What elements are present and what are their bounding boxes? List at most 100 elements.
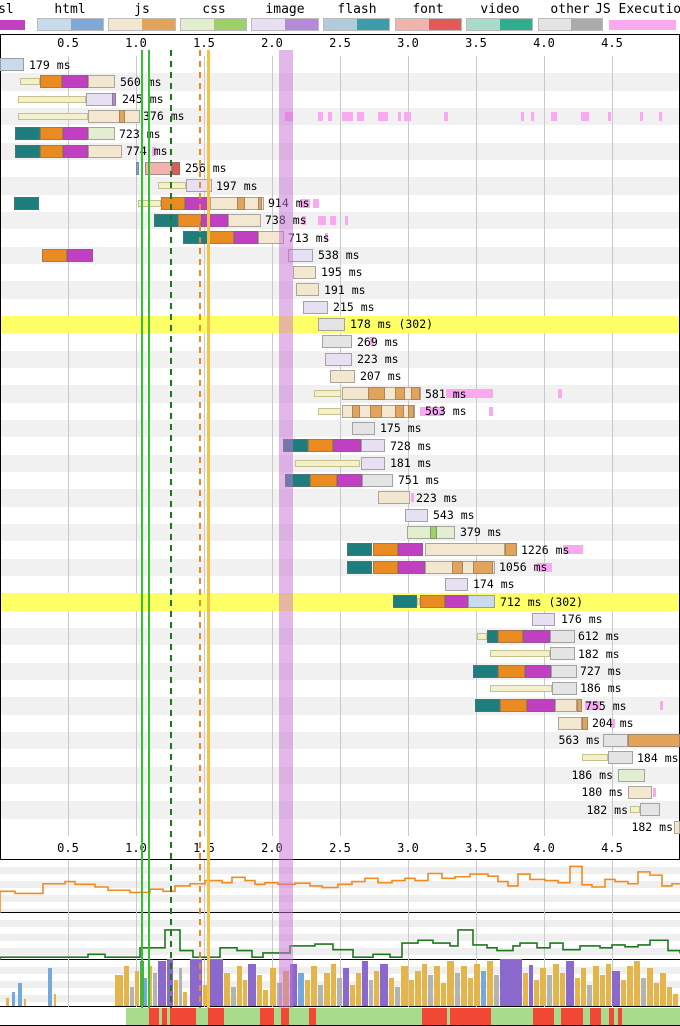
legend-label-other: other <box>550 2 590 17</box>
interactive-bad <box>422 1008 447 1025</box>
request-time-label: 182 ms <box>631 820 673 835</box>
request-segment-js_d <box>577 699 582 713</box>
request-segment-dns <box>393 595 417 609</box>
activity-bar <box>174 980 178 1006</box>
axis-tick-2.5: 2.5 <box>329 841 351 855</box>
axis-tick-4.5: 4.5 <box>601 36 623 50</box>
request-segment-img_l <box>405 508 428 522</box>
activity-bar <box>283 970 289 1006</box>
legend-swatch-light <box>467 19 500 30</box>
activity-bar <box>350 984 355 1006</box>
js-execution-blob <box>558 389 562 399</box>
request-segment-js_d <box>370 404 382 418</box>
request-segment-html_l <box>0 58 24 71</box>
gridline-3.0 <box>408 56 409 836</box>
request-segment-js_l <box>425 543 505 557</box>
request-segment-wait <box>490 684 552 692</box>
js-execution-blob <box>342 111 353 121</box>
interactive-bad <box>149 1008 159 1025</box>
activity-bar <box>298 973 304 1006</box>
js-execution-blob <box>610 718 615 728</box>
activity-bar <box>415 970 421 1006</box>
request-time-label: 1226 ms <box>521 542 570 557</box>
request-segment-img_l <box>325 352 352 366</box>
request-time-label: 538 ms <box>318 248 360 263</box>
request-time-label: 774 ms <box>126 144 168 159</box>
activity-bar <box>144 977 147 1006</box>
activity-bar <box>441 982 446 1006</box>
page-interactive-strip <box>0 1008 680 1026</box>
request-segment-wait <box>158 182 186 190</box>
request-segment-con <box>310 473 337 487</box>
activity-bar <box>24 998 26 1006</box>
activity-bar <box>389 977 394 1006</box>
gridline-2.0 <box>272 913 273 960</box>
activity-bar <box>270 968 276 1006</box>
js-execution-blob <box>489 406 493 416</box>
request-segment-img_l <box>303 300 328 314</box>
legend-swatch-light <box>324 19 357 30</box>
gridline-1.5 <box>204 913 205 960</box>
request-segment-dns <box>15 144 40 158</box>
request-segment-con <box>42 248 67 262</box>
axis-tick-0.5: 0.5 <box>57 841 79 855</box>
axis-tick-2.5: 2.5 <box>329 36 351 50</box>
activity-bar <box>641 977 646 1006</box>
activity-bar <box>612 970 620 1006</box>
request-segment-css_d <box>430 525 437 539</box>
request-segment-wait <box>138 199 161 207</box>
legend-swatch-html <box>37 18 104 31</box>
axis-tick-3.5: 3.5 <box>465 841 487 855</box>
legend-label-image: image <box>265 2 305 17</box>
legend-swatch-other <box>538 18 603 31</box>
gridline-3.0 <box>408 960 409 1007</box>
request-time-label: 176 ms <box>561 612 603 627</box>
interactive-ok <box>167 1008 170 1025</box>
activity-bar <box>263 989 268 1006</box>
activity-bar <box>231 987 236 1006</box>
gridline-2.5 <box>340 913 341 960</box>
request-segment-dns <box>14 196 39 210</box>
request-segment-js_d <box>119 109 125 123</box>
legend-label-font: font <box>412 2 444 17</box>
legend-label-js: js <box>134 2 150 17</box>
request-time-label: 728 ms <box>390 438 432 453</box>
request-time-label: 563 ms <box>425 404 467 419</box>
activity-bar <box>224 973 230 1006</box>
request-segment-dns <box>183 231 208 245</box>
request-segment-dns <box>475 699 500 713</box>
request-segment-con <box>40 127 63 141</box>
legend-swatch-dark <box>70 19 103 30</box>
request-segment-dns <box>347 543 372 557</box>
activity-bar <box>660 973 666 1006</box>
request-segment-con <box>178 213 201 227</box>
request-segment-font_l <box>145 161 172 175</box>
activity-bar <box>553 963 559 1006</box>
request-segment-wait <box>314 390 341 398</box>
axis-tick-1.5: 1.5 <box>193 36 215 50</box>
request-segment-ssl <box>201 213 228 227</box>
bandwidth-chart <box>0 913 680 960</box>
activity-bar <box>248 963 256 1006</box>
request-segment-con <box>373 543 398 557</box>
activity-bar <box>647 968 653 1006</box>
request-time-label: 178 ms (302) <box>350 317 434 332</box>
request-segment-con <box>40 75 62 89</box>
request-segment-js_d <box>237 196 245 210</box>
activity-bar <box>529 964 533 1006</box>
legend-swatch-css <box>180 18 247 31</box>
activity-bar <box>153 973 157 1006</box>
activity-bar <box>331 963 336 1006</box>
js-execution-blob <box>318 111 323 121</box>
axis-tick-3.0: 3.0 <box>397 36 419 50</box>
js-execution-blob <box>537 562 552 572</box>
axis-tick-1.5: 1.5 <box>193 841 215 855</box>
js-execution-blob <box>370 337 374 347</box>
interactive-bad <box>162 1008 167 1025</box>
js-execution-blob <box>345 215 348 225</box>
request-segment-wait <box>477 632 487 640</box>
gridline-1.0 <box>136 860 137 914</box>
gridline-1.5 <box>204 860 205 914</box>
js-execution-blob <box>404 111 411 121</box>
js-execution-blob <box>300 198 310 208</box>
